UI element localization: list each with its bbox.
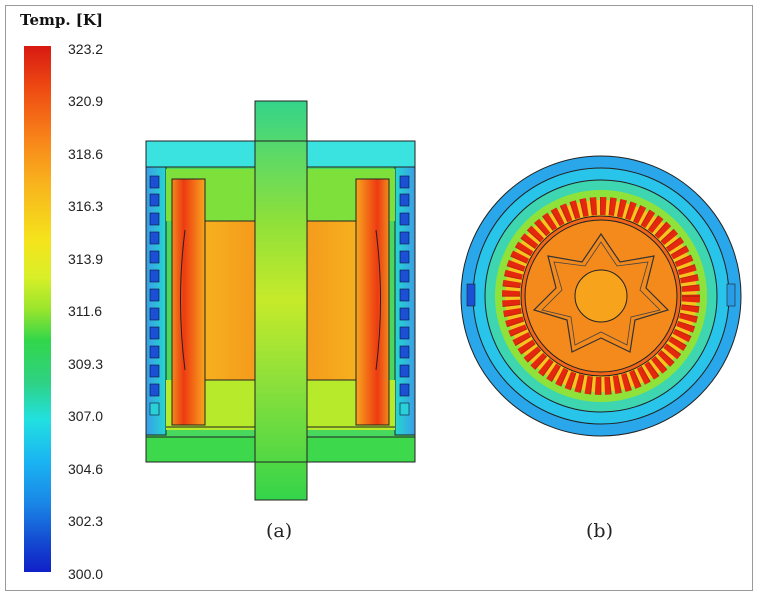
colorbar-title: Temp. [K] bbox=[20, 11, 104, 29]
colorbar-tick: 318.6 bbox=[68, 146, 104, 162]
colorbar-tick: 320.9 bbox=[68, 93, 104, 109]
colorbar-tick: 309.3 bbox=[68, 356, 104, 372]
colorbar-tick: 304.6 bbox=[68, 461, 104, 477]
left-stator-winding bbox=[171, 178, 206, 426]
colorbar-tick: 311.6 bbox=[68, 303, 102, 319]
temperature-colorbar bbox=[24, 46, 51, 572]
rotor-magnets bbox=[532, 232, 670, 353]
rotor-shaft bbox=[254, 100, 308, 501]
right-stator-winding bbox=[355, 178, 390, 426]
colorbar-tick: 323.2 bbox=[68, 41, 104, 57]
cooling-channel-right bbox=[726, 283, 736, 307]
stator-slots bbox=[502, 197, 700, 395]
colorbar-tick: 307.0 bbox=[68, 408, 104, 424]
caption-b: (b) bbox=[586, 520, 613, 542]
colorbar-tick: 302.3 bbox=[68, 513, 104, 529]
colorbar-tick: 300.0 bbox=[68, 566, 104, 582]
rotor-shaft-section bbox=[574, 269, 628, 323]
colorbar-tick: 313.9 bbox=[68, 251, 104, 267]
caption-a: (a) bbox=[266, 520, 293, 542]
cooling-channel-left bbox=[466, 283, 476, 307]
cooling-channels-left bbox=[149, 175, 160, 416]
cooling-channels-right bbox=[399, 175, 410, 416]
colorbar-tick: 316.3 bbox=[68, 198, 104, 214]
